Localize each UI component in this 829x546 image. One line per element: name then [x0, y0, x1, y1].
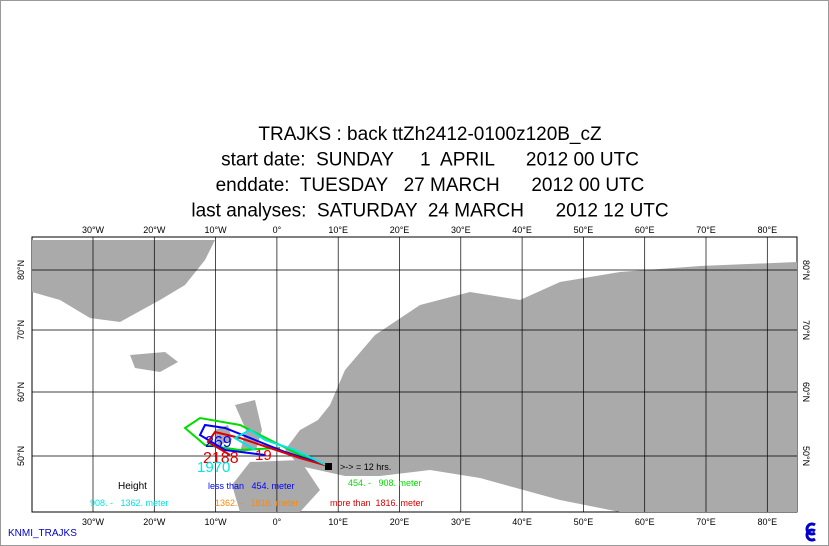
legend-item: 454. - 908. meter — [348, 478, 422, 488]
lon-label-top: 30°E — [451, 225, 471, 235]
eurasia — [285, 262, 797, 512]
start-marker — [325, 463, 332, 470]
lon-label-top: 70°E — [696, 225, 716, 235]
lon-label-bottom: 10°W — [205, 517, 228, 527]
lon-label-top: 50°E — [574, 225, 594, 235]
lon-label-top: 10°E — [328, 225, 348, 235]
logo — [805, 522, 816, 542]
lon-label-bottom: 20°W — [143, 517, 166, 527]
legend-item: 1362. - 1816. meter — [215, 498, 299, 508]
lon-label-top: 20°W — [143, 225, 166, 235]
lon-label-bottom: 20°E — [390, 517, 410, 527]
lon-label-bottom: 60°E — [635, 517, 655, 527]
lon-label-top: 10°W — [205, 225, 228, 235]
trajectory — [206, 430, 329, 467]
lon-label-bottom: 0° — [273, 517, 282, 527]
lon-label-top: 0° — [273, 225, 282, 235]
trajectory-label: 269 — [205, 434, 232, 451]
lon-label-top: 80°E — [757, 225, 777, 235]
legend-item: more than 1816. meter — [330, 498, 424, 508]
trajectory — [183, 416, 329, 467]
lon-label-bottom: 10°E — [328, 517, 348, 527]
logo-part — [805, 528, 816, 542]
lon-label-top: 60°E — [635, 225, 655, 235]
lon-label-bottom: 80°E — [757, 517, 777, 527]
lon-label-top: 30°W — [82, 225, 105, 235]
title-line: enddate: TUESDAY 27 MARCH 2012 00 UTC — [216, 175, 645, 196]
title-line: start date: SUNDAY 1 APRIL 2012 00 UTC — [221, 150, 639, 171]
lat-label-left: 50°N — [16, 446, 26, 466]
lat-label-left: 60°N — [16, 382, 26, 402]
map — [31, 236, 798, 513]
britain — [235, 400, 262, 452]
lon-label-bottom: 50°E — [574, 517, 594, 527]
lon-label-bottom: 30°W — [82, 517, 105, 527]
lat-label-left: 70°N — [16, 320, 26, 340]
lat-label-right: 60°N — [801, 382, 811, 402]
trajectory — [198, 423, 329, 467]
lat-label-left: 80°N — [16, 260, 26, 280]
lon-label-bottom: 40°E — [512, 517, 532, 527]
trajectory-label: 19 — [255, 447, 272, 464]
legend-item: less than 454. meter — [208, 481, 295, 491]
lat-label-right: 70°N — [801, 320, 811, 340]
logo-part — [805, 522, 816, 536]
legend-title: Height — [118, 481, 147, 492]
title-line: TRAJKS : back ttZh2412-0100z120B_cZ — [258, 124, 602, 145]
trajectory — [232, 428, 329, 467]
lon-label-bottom: 30°E — [451, 517, 471, 527]
trajectory-label: 1970 — [197, 459, 230, 476]
lat-label-right: 80°N — [801, 260, 811, 280]
iberia-france — [232, 460, 320, 512]
title-line: last analyses: SATURDAY 24 MARCH 2012 12… — [191, 201, 668, 222]
arrow-note: >-> = 12 hrs. — [340, 462, 391, 472]
legend-item: 908. - 1362. meter — [90, 498, 169, 508]
lat-label-right: 50°N — [801, 446, 811, 466]
greenland — [32, 240, 215, 322]
lon-label-bottom: 70°E — [696, 517, 716, 527]
ireland — [215, 425, 232, 446]
lon-label-top: 20°E — [390, 225, 410, 235]
lon-label-top: 40°E — [512, 225, 532, 235]
trajectory-label: 2188 — [203, 450, 239, 467]
footer: KNMI_TRAJKS — [8, 528, 77, 539]
